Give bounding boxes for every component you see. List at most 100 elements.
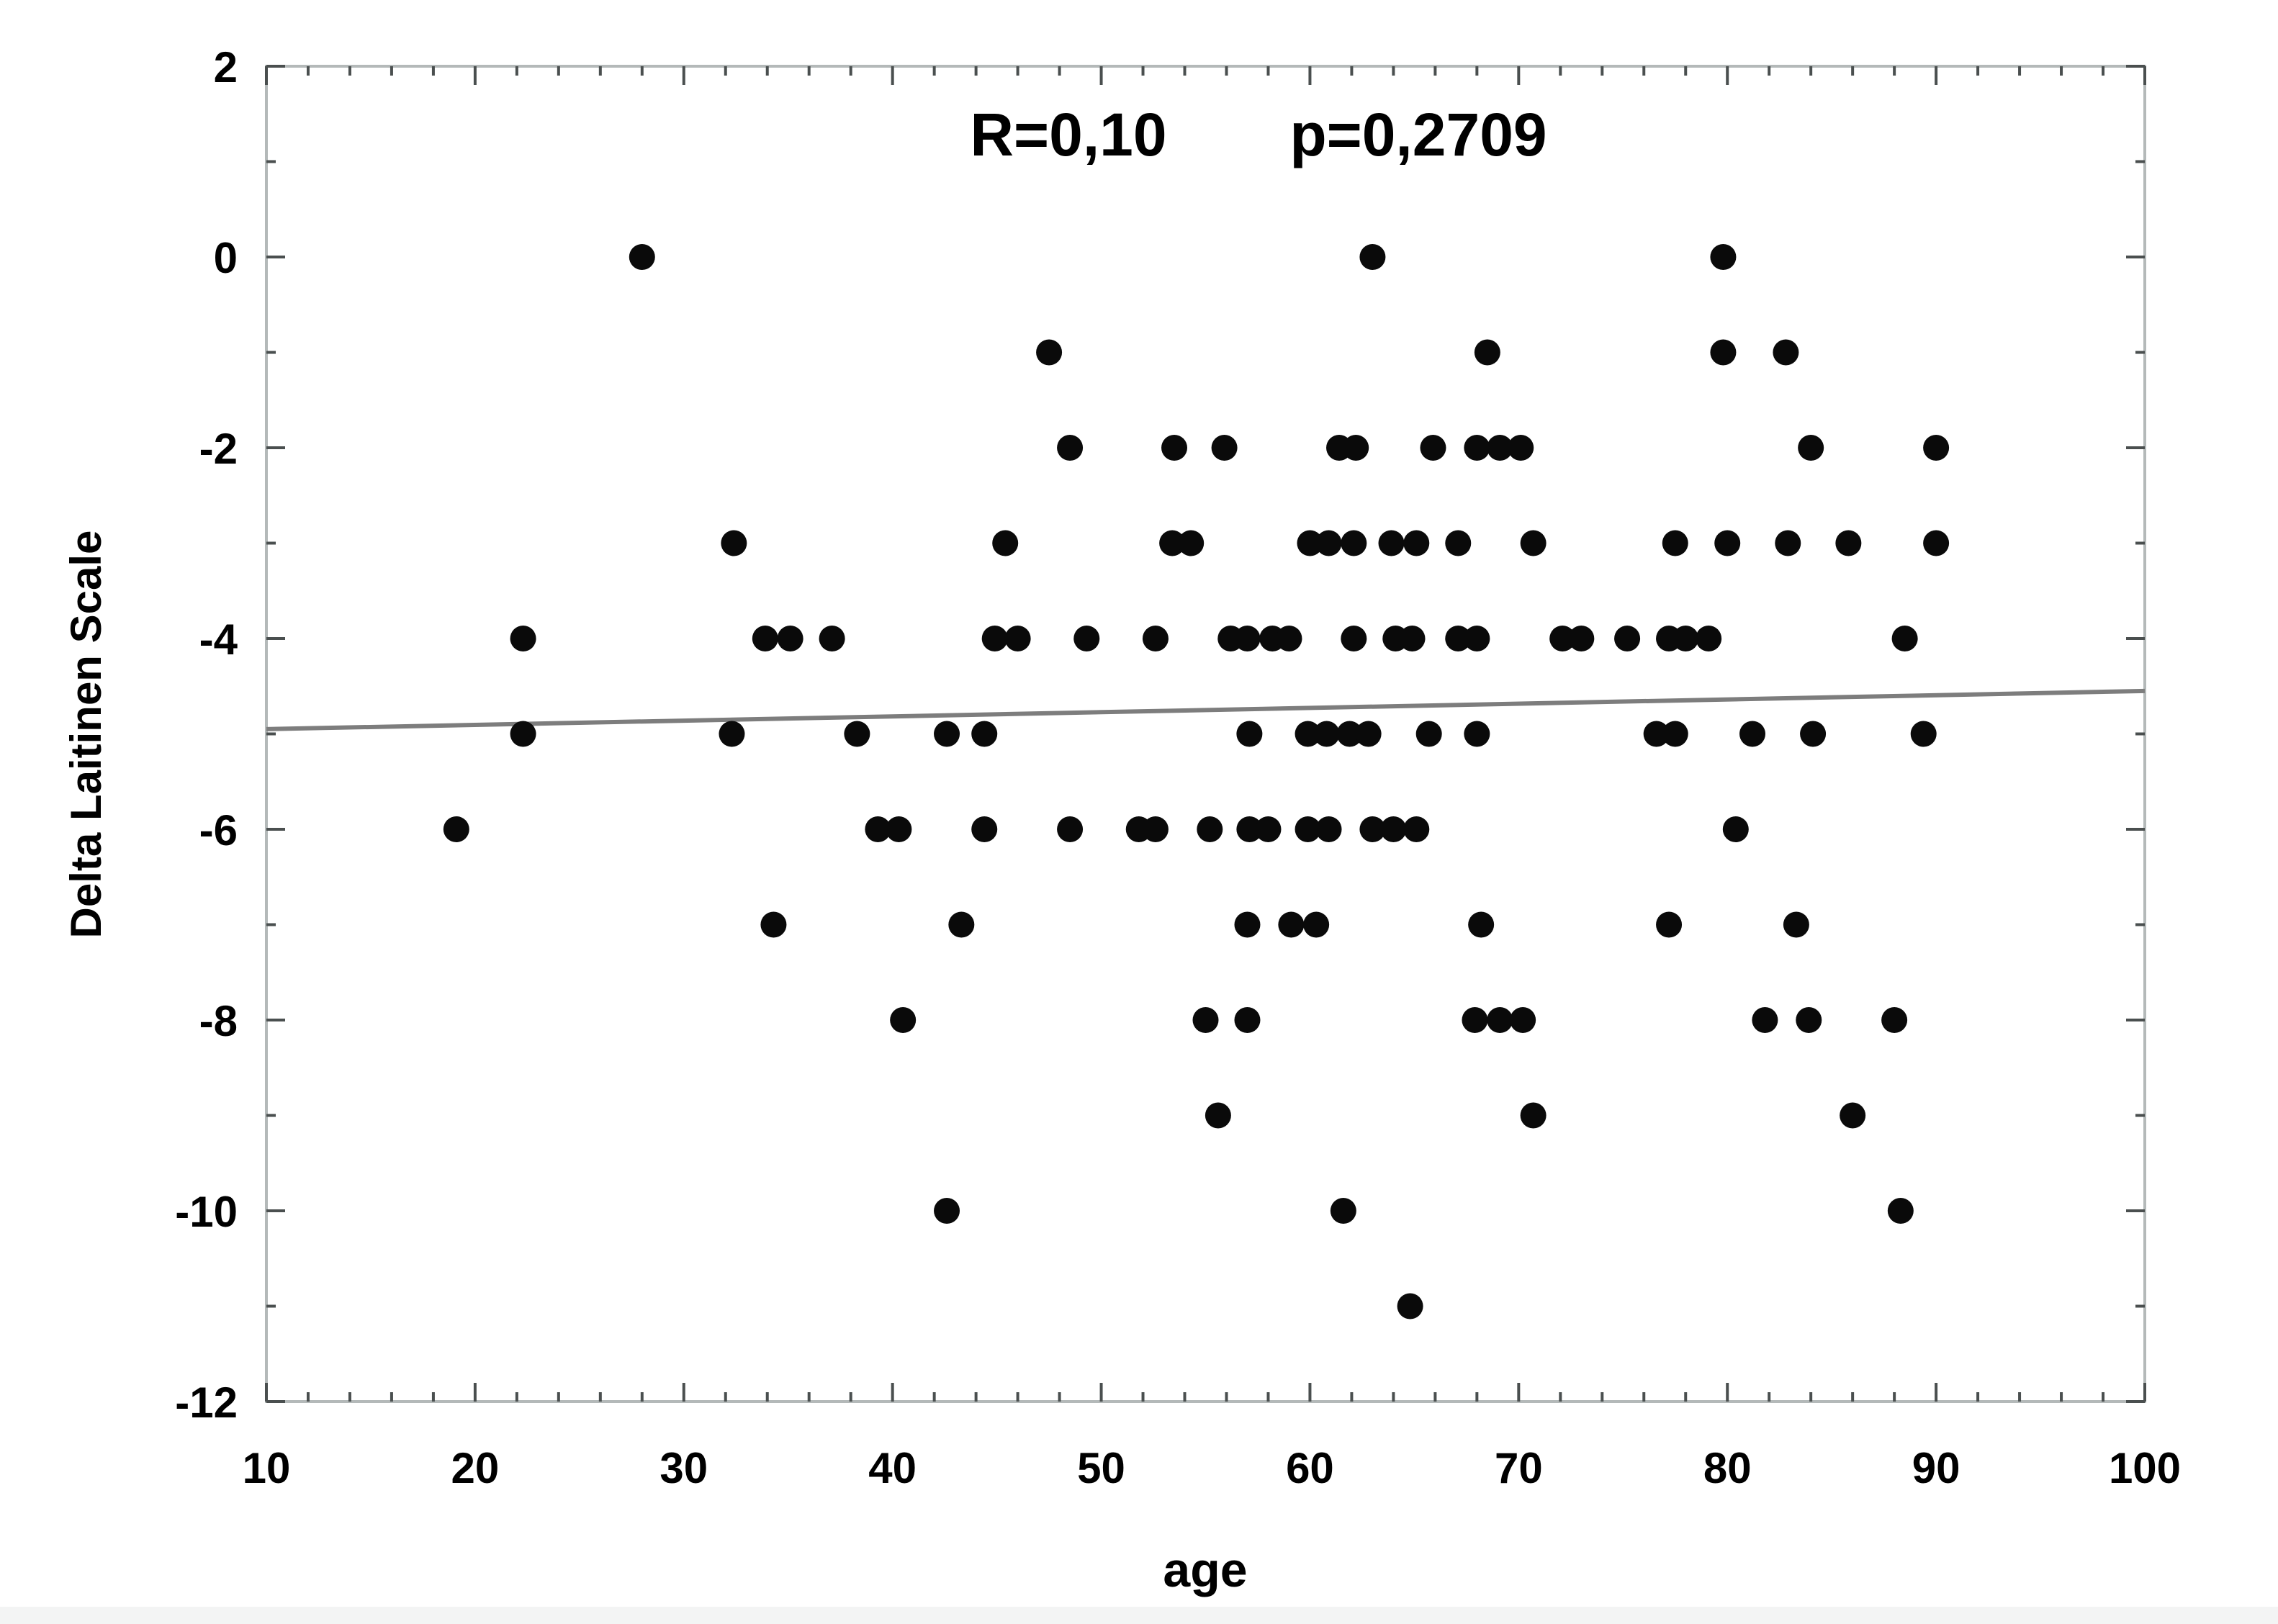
data-point — [934, 1198, 960, 1224]
data-point — [1330, 1198, 1356, 1224]
data-point — [948, 911, 975, 938]
data-point — [886, 816, 912, 842]
x-axis-title: age — [1163, 1543, 1247, 1597]
x-tick-label: 10 — [243, 1444, 291, 1492]
chart-annotation-p: p=0,2709 — [1289, 101, 1547, 168]
data-point — [1420, 435, 1446, 461]
data-point — [1474, 339, 1500, 366]
axis-ticks — [265, 65, 2146, 1403]
data-point — [1403, 530, 1430, 556]
data-point — [1399, 626, 1426, 651]
data-point — [1881, 1007, 1908, 1033]
data-point — [1710, 339, 1737, 366]
data-point — [934, 721, 960, 747]
data-points — [443, 244, 1950, 1320]
data-point — [1614, 626, 1641, 651]
data-point — [1520, 530, 1547, 556]
data-point — [1315, 816, 1342, 842]
x-tick-label: 20 — [451, 1444, 500, 1492]
data-point — [1923, 435, 1950, 461]
data-point — [1835, 530, 1862, 556]
data-point — [1341, 530, 1367, 556]
data-point — [1468, 911, 1495, 938]
y-tick-label: -8 — [199, 997, 238, 1045]
data-point — [1739, 721, 1766, 747]
data-point — [1798, 435, 1824, 461]
data-point — [629, 244, 655, 270]
y-tick-label: -12 — [175, 1379, 238, 1427]
data-point — [1464, 626, 1490, 651]
data-point — [1445, 626, 1472, 651]
data-point — [1359, 244, 1386, 270]
data-point — [1464, 435, 1490, 461]
data-point — [1341, 626, 1367, 651]
y-tick-label: -10 — [175, 1188, 238, 1236]
data-point — [760, 911, 787, 938]
data-point — [1278, 911, 1305, 938]
data-point — [721, 530, 747, 556]
x-tick-label: 100 — [2109, 1444, 2181, 1492]
data-point — [1380, 816, 1407, 842]
data-point — [1236, 816, 1263, 842]
data-point — [1445, 530, 1472, 556]
data-point — [1796, 1007, 1822, 1033]
x-tick-label: 60 — [1286, 1444, 1334, 1492]
y-tick-label: -6 — [199, 806, 238, 854]
data-point — [1775, 530, 1801, 556]
x-tick-label: 90 — [1912, 1444, 1960, 1492]
y-tick-label: -4 — [199, 615, 238, 664]
data-point — [777, 626, 803, 651]
plot-frame-group — [265, 65, 2146, 1403]
data-point — [1662, 530, 1688, 556]
data-point — [1236, 721, 1263, 747]
data-point — [1487, 1007, 1513, 1033]
data-point — [719, 721, 745, 747]
data-point — [1549, 626, 1576, 651]
data-point — [1303, 911, 1330, 938]
y-tick-label: 2 — [214, 43, 238, 91]
y-tick-labels: 2 0 -2 -4 -6 -8 -10 -12 — [175, 43, 238, 1427]
data-point — [1295, 816, 1321, 842]
data-point — [1910, 721, 1937, 747]
page-bottom-strip — [0, 1607, 2278, 1624]
data-point — [1234, 1007, 1261, 1033]
page-bottom-strip-rect — [0, 1607, 2278, 1624]
data-point — [1234, 626, 1261, 651]
data-point — [971, 721, 998, 747]
y-axis-title: Delta Laitinen Scale — [62, 531, 110, 939]
data-point — [1255, 816, 1282, 842]
x-tick-label: 50 — [1077, 1444, 1125, 1492]
data-point — [1752, 1007, 1778, 1033]
chart-annotation-r: R=0,10 — [970, 101, 1166, 168]
data-point — [1192, 1007, 1219, 1033]
data-point — [992, 530, 1019, 556]
data-point — [1840, 1102, 1866, 1129]
data-point — [1891, 626, 1918, 651]
data-point — [1722, 816, 1749, 842]
data-point — [1205, 1102, 1231, 1129]
data-point — [1178, 530, 1205, 556]
data-point — [1887, 1198, 1914, 1224]
data-point — [844, 721, 870, 747]
data-point — [1073, 626, 1100, 651]
data-point — [1297, 530, 1323, 556]
data-point — [1923, 530, 1950, 556]
data-point — [1508, 435, 1534, 461]
data-point — [1336, 721, 1363, 747]
data-point — [1355, 721, 1382, 747]
x-tick-label: 30 — [659, 1444, 708, 1492]
data-point — [971, 816, 998, 842]
plot-frame — [265, 65, 2146, 1403]
x-tick-label: 70 — [1495, 1444, 1543, 1492]
data-point — [1161, 435, 1188, 461]
data-point — [1142, 626, 1169, 651]
data-point — [1464, 721, 1490, 747]
data-point — [1714, 530, 1741, 556]
data-point — [1696, 626, 1722, 651]
data-point — [1656, 911, 1683, 938]
data-point — [1359, 816, 1386, 842]
regression-line-group — [266, 688, 2146, 731]
data-point — [1673, 626, 1699, 651]
